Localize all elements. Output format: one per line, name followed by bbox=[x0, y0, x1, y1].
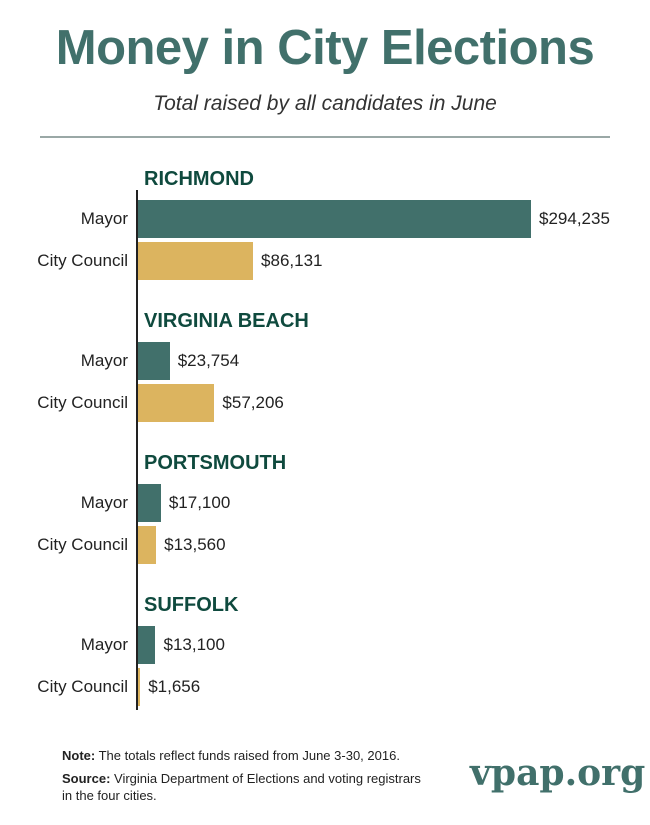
note-label: Note: bbox=[62, 748, 96, 763]
category-label: Mayor bbox=[80, 351, 128, 370]
category-label: City Council bbox=[37, 251, 128, 270]
category-label: City Council bbox=[37, 393, 128, 412]
council-bar bbox=[138, 242, 254, 280]
y-axis-line bbox=[136, 190, 138, 710]
source-label: Source: bbox=[62, 771, 111, 786]
group-label: SUFFOLK bbox=[144, 594, 239, 616]
mayor-bar bbox=[138, 484, 161, 522]
source-text: Virginia Department of Elections and vot… bbox=[110, 771, 421, 786]
mayor-bar bbox=[138, 200, 531, 238]
value-label: $57,206 bbox=[222, 393, 284, 412]
group-label: RICHMOND bbox=[144, 168, 254, 190]
council-bar bbox=[138, 526, 157, 564]
category-label: Mayor bbox=[80, 635, 128, 654]
divider bbox=[40, 136, 610, 138]
mayor-bar bbox=[138, 626, 156, 664]
vpap-logo: vpap.org bbox=[470, 752, 646, 794]
value-label: $13,560 bbox=[164, 535, 226, 554]
category-label: City Council bbox=[37, 535, 128, 554]
mayor-bar bbox=[138, 342, 170, 380]
note: Note: The totals reflect funds raised fr… bbox=[62, 748, 400, 763]
category-label: Mayor bbox=[80, 209, 128, 228]
value-label: $294,235 bbox=[539, 209, 610, 228]
council-bar bbox=[138, 668, 141, 706]
group-label: PORTSMOUTH bbox=[144, 452, 287, 474]
chart-title: Money in City Elections bbox=[55, 21, 595, 75]
value-label: $13,100 bbox=[163, 635, 225, 654]
value-label: $1,656 bbox=[148, 677, 201, 696]
value-label: $86,131 bbox=[261, 251, 323, 270]
category-label: Mayor bbox=[80, 493, 128, 512]
group-label: VIRGINIA BEACH bbox=[144, 310, 309, 332]
council-bar bbox=[138, 384, 215, 422]
value-label: $17,100 bbox=[168, 493, 231, 512]
source: Source: Virginia Department of Elections… bbox=[62, 771, 421, 786]
value-label: $23,754 bbox=[177, 351, 240, 370]
category-label: City Council bbox=[37, 677, 128, 696]
source-cont: in the four cities. bbox=[62, 788, 157, 803]
note-text: The totals reflect funds raised from Jun… bbox=[95, 748, 400, 763]
chart-subtitle: Total raised by all candidates in June bbox=[153, 92, 497, 115]
